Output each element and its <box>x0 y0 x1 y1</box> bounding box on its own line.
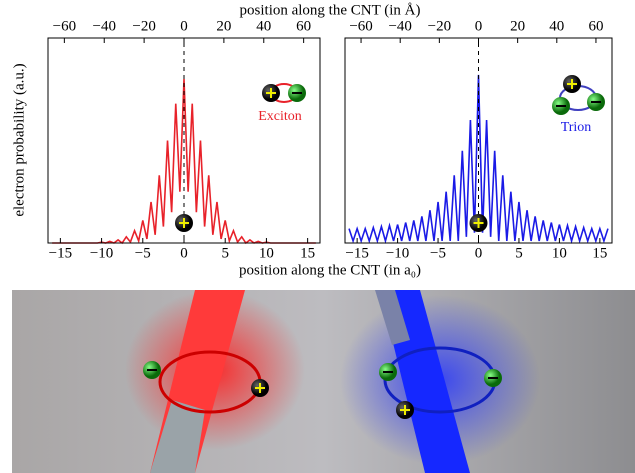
x-tick-label: −10 <box>386 245 409 261</box>
x-tick-label: 10 <box>552 245 567 261</box>
x2-axis-title: position along the CNT (in Å) <box>240 2 421 18</box>
annotation: Exciton <box>258 109 302 124</box>
x-tick-label: −10 <box>90 245 113 261</box>
x2-tick-label: 60 <box>588 18 603 34</box>
x-axis-title: position along the CNT (in a₀) <box>239 262 421 278</box>
x2-tick-label: 0 <box>475 18 483 34</box>
x-tick-label: 5 <box>515 245 523 261</box>
x2-tick-label: 0 <box>180 18 188 34</box>
annotation: Trion <box>561 120 592 135</box>
particle <box>468 213 489 233</box>
x2-tick-label: −60 <box>53 18 76 34</box>
x2-tick-label: 40 <box>256 18 271 34</box>
x-tick-label: 0 <box>180 245 188 261</box>
y-axis-title: electron probability (a.u.) <box>11 63 27 216</box>
x-tick-label: 5 <box>221 245 229 261</box>
particle <box>174 213 194 233</box>
x2-tick-label: 40 <box>549 18 564 34</box>
x2-tick-label: 20 <box>510 18 525 34</box>
x2-tick-label: −40 <box>93 18 116 34</box>
x-tick-label: 0 <box>475 245 483 261</box>
x-tick-label: −5 <box>135 245 151 261</box>
x2-tick-label: −20 <box>428 18 451 34</box>
x-tick-label: 10 <box>259 245 274 261</box>
particle-marker <box>174 213 194 233</box>
particle-marker <box>468 213 489 233</box>
x-tick-label: −15 <box>345 245 368 261</box>
trion-icon <box>551 74 606 116</box>
x-tick-label: 15 <box>300 245 315 261</box>
x2-tick-label: 20 <box>216 18 231 34</box>
x2-tick-label: −60 <box>349 18 372 34</box>
render-image <box>12 290 635 473</box>
x2-tick-label: 60 <box>296 18 311 34</box>
x-tick-label: 15 <box>592 245 607 261</box>
exciton-icon <box>261 83 307 103</box>
x-tick-label: −5 <box>430 245 446 261</box>
x2-tick-label: −40 <box>388 18 411 34</box>
data-line <box>348 74 609 244</box>
x2-tick-label: −20 <box>132 18 155 34</box>
x-tick-label: −15 <box>49 245 72 261</box>
